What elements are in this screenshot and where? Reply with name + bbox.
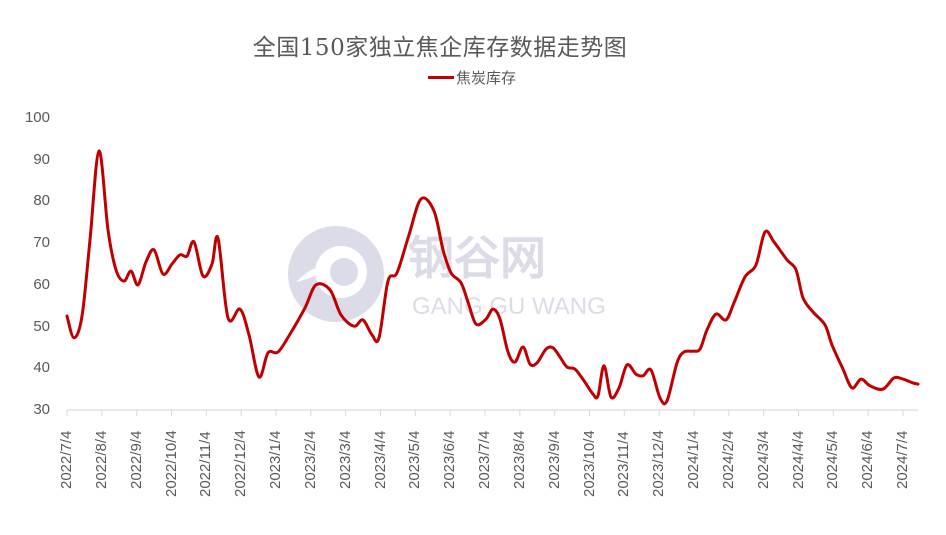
x-tick-label: 2024/3/4 (754, 430, 772, 489)
x-tick-label: 2022/7/4 (58, 430, 75, 489)
x-tick-label: 2023/8/4 (510, 430, 528, 489)
x-tick-label: 2022/10/4 (162, 430, 180, 498)
x-tick-label: 2023/3/4 (336, 430, 354, 489)
x-tick-label: 2023/1/4 (267, 430, 284, 489)
y-tick-label: 90 (33, 150, 50, 168)
y-tick-label: 80 (33, 192, 50, 210)
series-line-coke-inventory (65, 149, 920, 406)
x-tick-label: 2024/6/4 (859, 430, 877, 489)
x-tick-label: 2023/11/4 (615, 431, 633, 498)
x-tick-label: 2024/2/4 (719, 430, 737, 489)
x-axis-ticks (66, 410, 904, 416)
x-tick-label: 2024/1/4 (685, 430, 702, 489)
x-tick-label: 2022/12/4 (232, 430, 250, 498)
y-tick-label: 40 (33, 359, 50, 377)
legend-label: 焦炭库存 (456, 69, 517, 87)
x-tick-label: 2023/12/4 (650, 430, 668, 498)
x-tick-label: 2024/4/4 (789, 430, 807, 489)
y-tick-label: 50 (33, 317, 50, 335)
x-tick-label: 2023/7/4 (476, 430, 493, 489)
watermark-logo: 钢谷网 GANG GU WANG (288, 226, 606, 322)
x-tick-label: 2023/4/4 (371, 430, 389, 489)
watermark-en: GANG GU WANG (412, 293, 606, 320)
y-tick-label: 70 (33, 234, 50, 252)
y-tick-label: 100 (24, 109, 50, 126)
x-tick-label: 2023/2/4 (301, 430, 319, 489)
x-tick-label: 2022/11/4 (197, 431, 215, 498)
x-tick-label: 2024/7/4 (894, 430, 911, 489)
x-tick-label: 2024/5/4 (824, 430, 842, 489)
chart-title: 全国150家独立焦企库存数据走势图 (252, 35, 628, 61)
chart-legend: 焦炭库存 (428, 67, 516, 88)
y-tick-label: 60 (33, 275, 50, 293)
x-tick-label: 2022/8/4 (92, 430, 110, 489)
legend-line-swatch (428, 76, 454, 79)
x-tick-label: 2023/5/4 (406, 430, 424, 489)
y-tick-label: 30 (33, 401, 50, 418)
x-tick-label: 2023/6/4 (441, 430, 459, 489)
x-tick-label: 2023/10/4 (580, 430, 598, 498)
x-tick-label: 2023/9/4 (545, 430, 563, 489)
x-tick-label: 2022/9/4 (127, 430, 145, 489)
watermark-cn: 钢谷网 (408, 231, 546, 285)
